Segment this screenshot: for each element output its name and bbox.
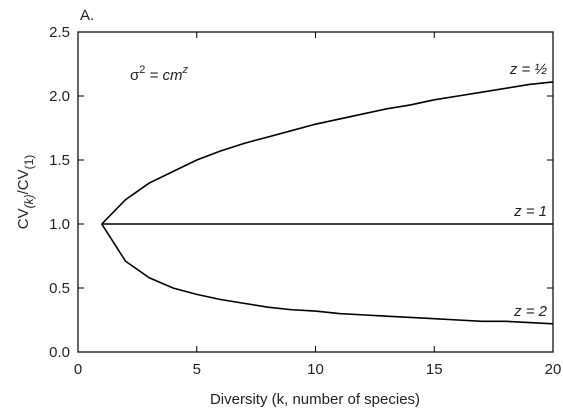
y-tick-label: 1.5 — [49, 152, 70, 169]
y-tick-label: 0.5 — [49, 280, 70, 297]
y-label-part: (k) — [22, 194, 36, 208]
series-line — [101, 223, 554, 325]
y-tick-label: 1.0 — [49, 216, 70, 233]
chart-title: A. — [80, 7, 94, 24]
y-tick-label: 2.5 — [49, 24, 70, 41]
series-line — [101, 81, 554, 225]
annotation-part: z — [181, 64, 188, 76]
x-tick-label: 15 — [426, 361, 443, 378]
annotation-part: = cm — [145, 67, 182, 84]
x-tick-label: 0 — [74, 361, 82, 378]
series-label: z = 1 — [513, 203, 547, 220]
y-label-part: (1) — [22, 155, 36, 170]
y-axis-label: CV(k)/CV(1) — [15, 155, 36, 230]
annotation-part: σ — [130, 67, 140, 84]
y-label-part: /CV — [15, 169, 32, 194]
y-tick-label: 0.0 — [49, 344, 70, 361]
y-tick-label: 2.0 — [49, 88, 70, 105]
series-label: z = ½ — [509, 61, 548, 78]
y-label-part: CV — [15, 208, 32, 229]
annotation: σ2 = cmz — [130, 64, 188, 84]
x-tick-label: 10 — [307, 361, 324, 378]
x-axis-label: Diversity (k, number of species) — [210, 391, 420, 408]
x-tick-label: 5 — [193, 361, 201, 378]
series-label: z = 2 — [513, 303, 548, 320]
x-tick-label: 20 — [545, 361, 562, 378]
annotation-part: 2 — [139, 64, 145, 76]
